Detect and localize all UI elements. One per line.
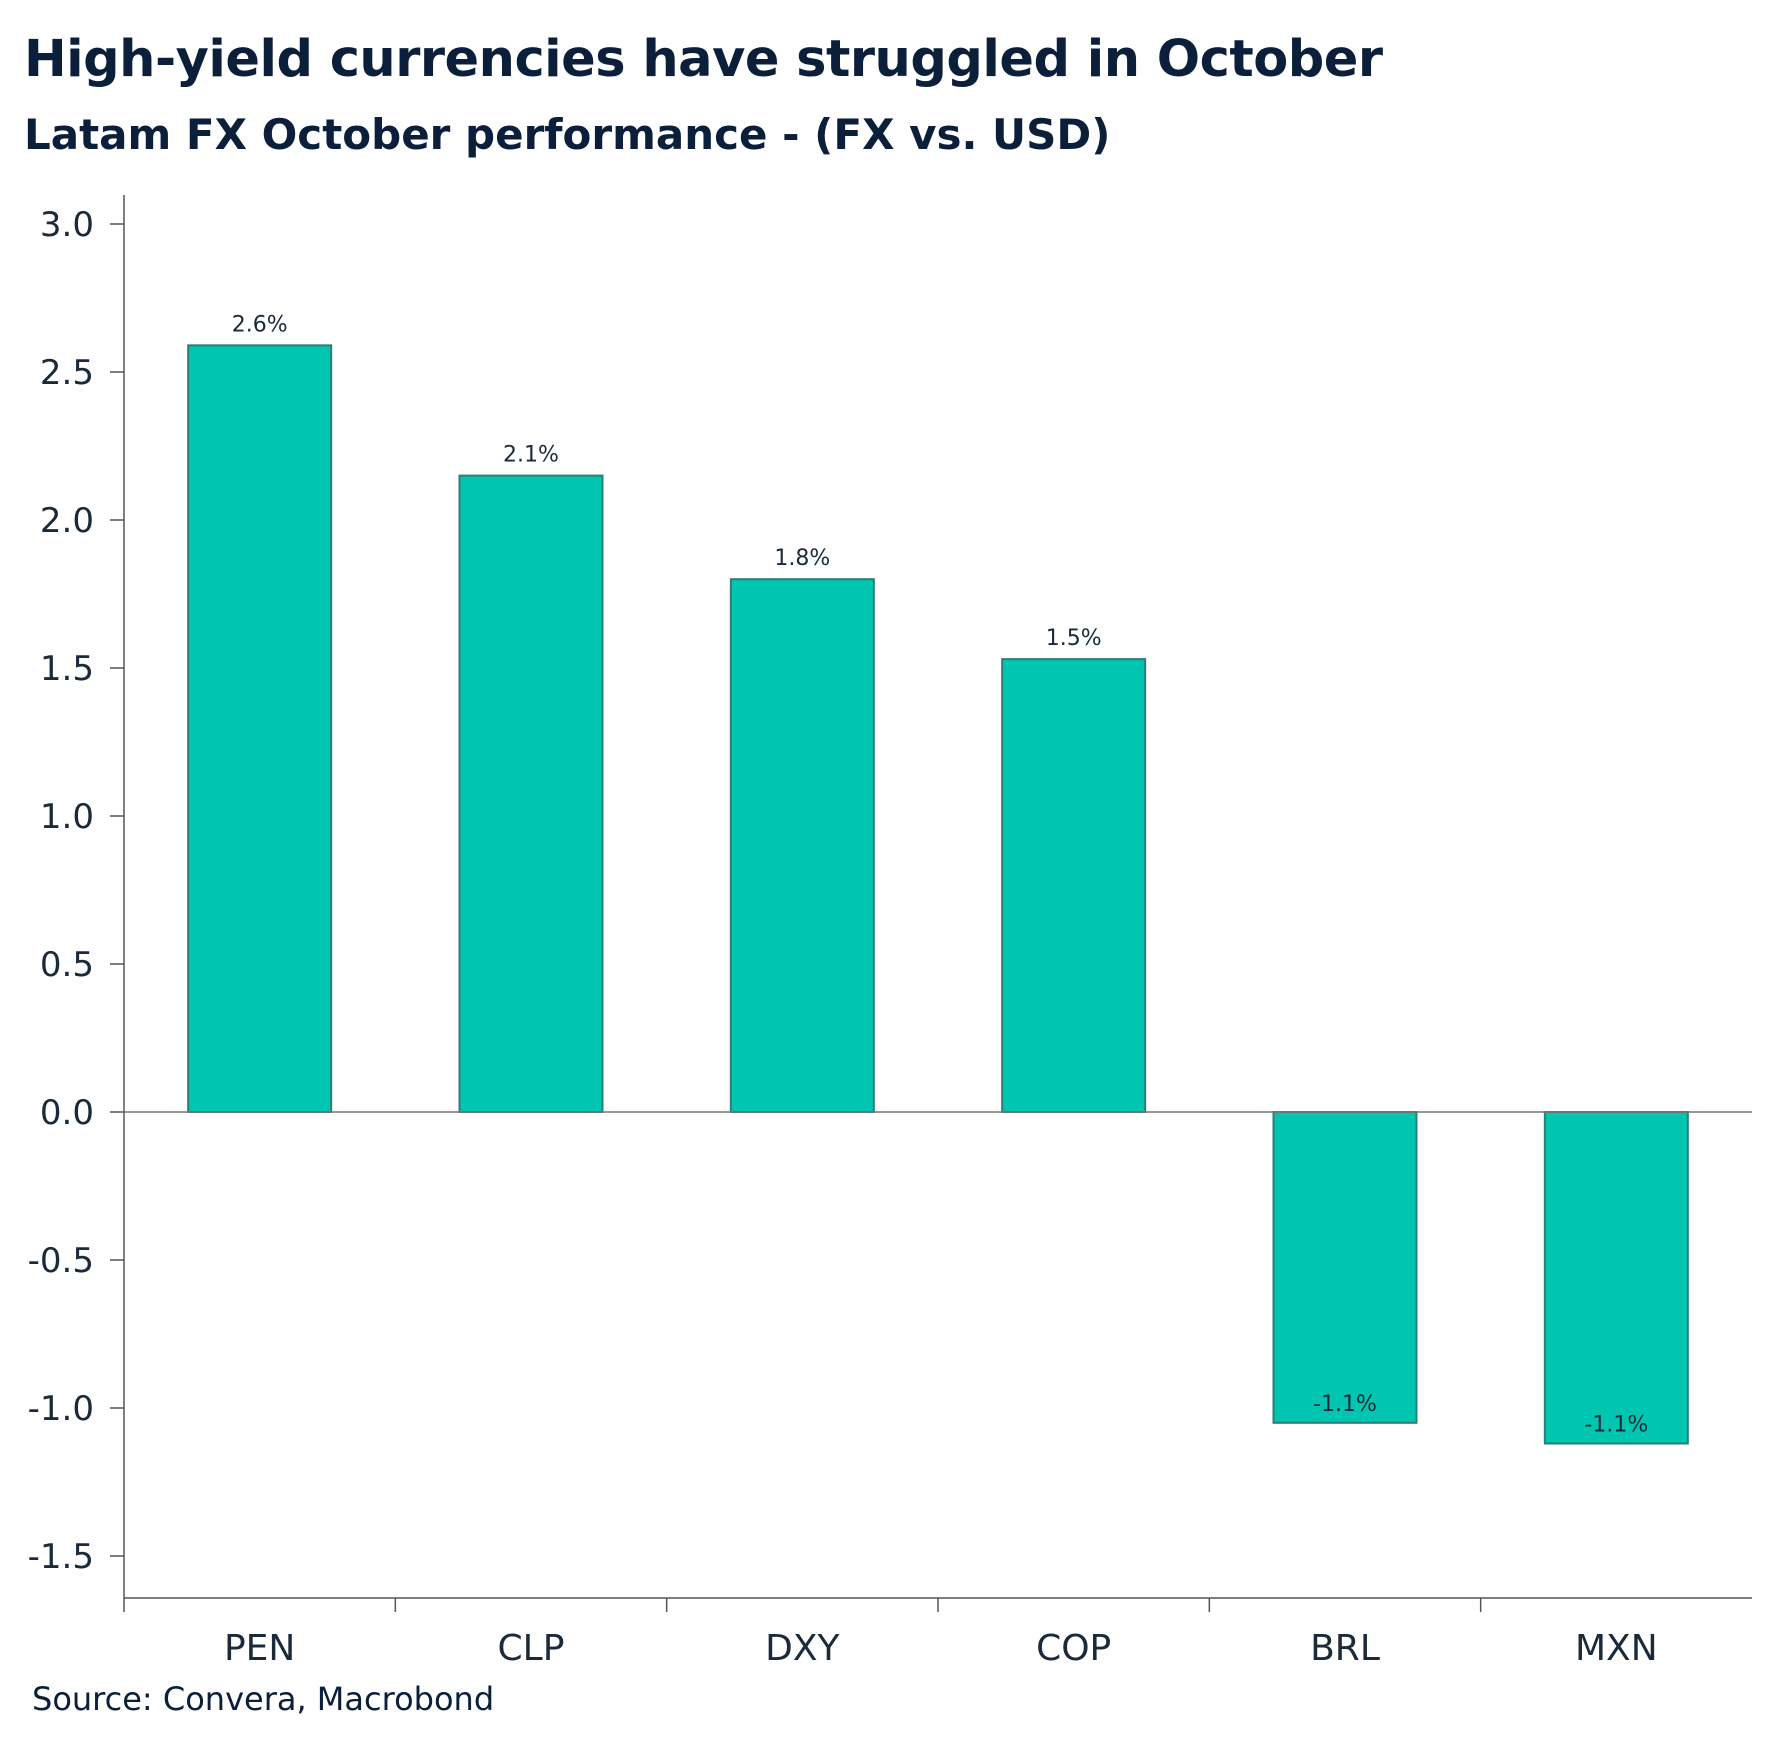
data-label-pen: 2.6% bbox=[232, 312, 288, 337]
x-tick-label-clp: CLP bbox=[498, 1628, 565, 1669]
y-tick-label: 1.5 bbox=[40, 649, 94, 689]
y-tick-label: 3.0 bbox=[40, 205, 94, 245]
y-tick-label: 0.0 bbox=[40, 1093, 94, 1133]
bar-pen bbox=[187, 344, 333, 1113]
y-tick-label: -0.5 bbox=[28, 1241, 94, 1281]
y-tick-label: 2.0 bbox=[40, 501, 94, 541]
data-label-brl: -1.1% bbox=[1313, 1392, 1377, 1417]
x-tick-label-pen: PEN bbox=[224, 1628, 295, 1669]
x-tick-label-brl: BRL bbox=[1310, 1628, 1380, 1669]
bar-clp bbox=[458, 474, 604, 1114]
x-tick-label-mxn: MXN bbox=[1575, 1628, 1658, 1669]
chart-title: High-yield currencies have struggled in … bbox=[24, 30, 1383, 89]
y-tick-label: 0.5 bbox=[40, 945, 94, 985]
chart-subtitle: Latam FX October performance - (FX vs. U… bbox=[24, 110, 1111, 159]
source-note: Source: Convera, Macrobond bbox=[32, 1680, 495, 1718]
data-label-cop: 1.5% bbox=[1046, 626, 1102, 651]
bar-cop bbox=[1001, 658, 1147, 1113]
data-label-dxy: 1.8% bbox=[774, 546, 830, 571]
data-label-mxn: -1.1% bbox=[1584, 1413, 1648, 1438]
y-tick-label: 1.0 bbox=[40, 797, 94, 837]
bar-mxn bbox=[1543, 1111, 1689, 1445]
y-tick-label: 2.5 bbox=[40, 353, 94, 393]
y-tick-label: -1.5 bbox=[28, 1537, 94, 1577]
bar-dxy bbox=[729, 578, 875, 1113]
x-tick-label-dxy: DXY bbox=[765, 1628, 840, 1669]
data-label-clp: 2.1% bbox=[503, 443, 559, 468]
bar-brl bbox=[1272, 1111, 1418, 1424]
x-tick-label-cop: COP bbox=[1036, 1628, 1111, 1669]
y-tick-label: -1.0 bbox=[28, 1389, 94, 1429]
